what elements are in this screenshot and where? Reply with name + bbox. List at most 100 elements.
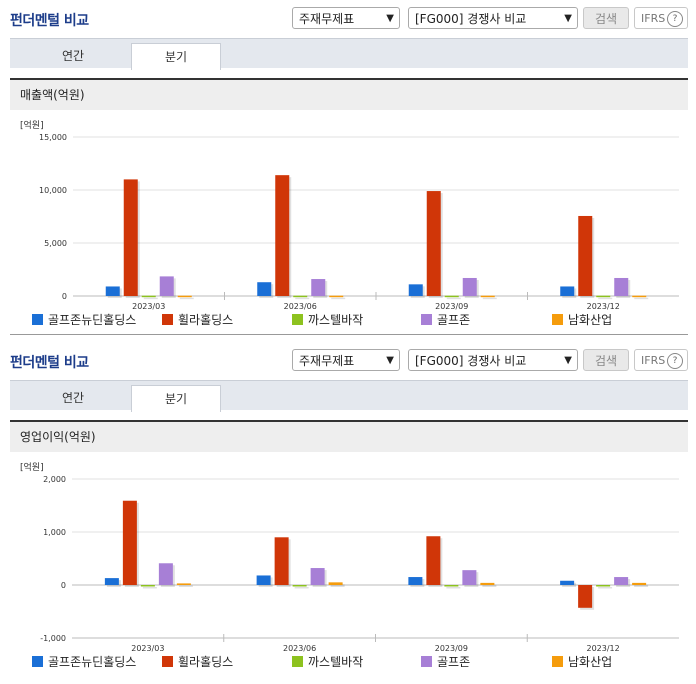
legend-label: 골프존뉴딘홀딩스 [48, 655, 137, 669]
legend-swatch [421, 656, 432, 667]
bar [293, 295, 308, 298]
x-tick-label: 2023/12 [587, 644, 620, 653]
search-button[interactable]: 검색 [583, 7, 629, 29]
chart-unit-label: [억원] [20, 463, 44, 473]
period-tabs: 연간 분기 [10, 380, 688, 412]
bar [444, 295, 459, 298]
ifrs-label: IFRS [641, 354, 666, 367]
compare-select[interactable]: [FG000] 경쟁사 비교 ▼ [408, 349, 578, 371]
bar [596, 585, 611, 587]
chart-section-title: 영업이익(억원) [10, 420, 688, 452]
legend-item[interactable]: 휠라홀딩스 [162, 311, 233, 329]
bar-shadow [142, 587, 157, 589]
legend-item[interactable]: 골프존 [421, 653, 470, 671]
legend-swatch [292, 314, 303, 325]
chart-section-title: 매출액(억원) [10, 78, 688, 110]
bar-shadow [634, 584, 649, 587]
legend-swatch [421, 314, 432, 325]
legend-label: 휠라홀딩스 [178, 655, 234, 669]
bar [158, 563, 173, 585]
y-tick-label: 0 [62, 292, 67, 301]
bar [257, 282, 272, 296]
bar-shadow [598, 297, 613, 300]
bar [105, 286, 120, 296]
legend-item[interactable]: 골프존뉴딘홀딩스 [32, 653, 136, 671]
bar [140, 585, 155, 587]
compare-select-value: [FG000] 경쟁사 비교 [415, 354, 527, 368]
y-tick-label: 1,000 [43, 528, 66, 537]
legend-item[interactable]: 남화산업 [552, 653, 612, 671]
bar-shadow [482, 297, 497, 300]
legend-item[interactable]: 골프존 [421, 311, 470, 329]
y-tick-label: 15,000 [39, 133, 67, 142]
tab-annual[interactable]: 연간 [61, 391, 85, 405]
legend-swatch [162, 314, 173, 325]
legend-item[interactable]: 까스텔바작 [292, 311, 363, 329]
bar-shadow [331, 297, 346, 300]
legend-label: 남화산업 [568, 313, 613, 327]
chevron-down-icon: ▼ [386, 355, 394, 366]
bar [292, 585, 307, 587]
bar [462, 570, 477, 585]
tab-quarterly[interactable]: 분기 [131, 43, 221, 70]
ifrs-label: IFRS [641, 12, 666, 25]
legend-item[interactable]: 휠라홀딩스 [162, 653, 233, 671]
bar [328, 582, 343, 585]
statement-select[interactable]: 주재무제표 ▼ [292, 349, 400, 371]
legend-label: 골프존 [437, 655, 471, 669]
bar-shadow [295, 297, 310, 300]
fundamental-section-1: 펀더멘털 비교 주재무제표 ▼ [FG000] 경쟁사 비교 ▼ 검색 IFRS… [0, 0, 696, 340]
bar [311, 279, 326, 296]
x-tick-label: 2023/12 [587, 302, 620, 311]
statement-select-value: 주재무제표 [299, 354, 355, 368]
compare-select[interactable]: [FG000] 경쟁사 비교 ▼ [408, 7, 578, 29]
bar [632, 582, 647, 585]
bar [408, 284, 423, 296]
bar-shadow [634, 297, 649, 300]
bar [480, 582, 495, 585]
bar [275, 175, 290, 296]
bar [614, 577, 629, 585]
legend-label: 골프존뉴딘홀딩스 [48, 313, 137, 327]
y-tick-label: 2,000 [43, 475, 66, 484]
x-tick-label: 2023/09 [435, 302, 468, 311]
bar [614, 277, 629, 296]
chevron-down-icon: ▼ [564, 355, 572, 366]
bar-shadow [446, 587, 461, 589]
period-tabs: 연간 분기 [10, 38, 688, 70]
bar [480, 295, 495, 298]
legend-item[interactable]: 까스텔바작 [292, 653, 363, 671]
y-tick-label: 0 [61, 581, 66, 590]
bar [560, 286, 575, 296]
revenue-chart: 0 5,000 10,000 15,000 2023/03 2023/06 2023/09 2… [39, 133, 679, 311]
bar [177, 295, 192, 298]
chart-legend: 골프존뉴딘홀딩스 휠라홀딩스 까스텔바작 골프존 남화산업 [0, 653, 696, 671]
legend-swatch [162, 656, 173, 667]
operating-profit-chart: -1,000 0 1,000 2,000 2023/03 2023/06 2023/09 20… [40, 475, 679, 653]
x-tick-label: 2023/03 [131, 644, 164, 653]
bar [444, 585, 459, 587]
bar [462, 277, 477, 296]
legend-label: 남화산업 [568, 655, 613, 669]
bar-shadow [178, 585, 193, 587]
compare-select-value: [FG000] 경쟁사 비교 [415, 12, 527, 26]
divider [10, 334, 688, 335]
bar [310, 568, 325, 585]
legend-item[interactable]: 남화산업 [552, 311, 612, 329]
tab-quarterly[interactable]: 분기 [131, 385, 221, 412]
bar [560, 580, 575, 585]
legend-label: 골프존 [437, 313, 471, 327]
legend-item[interactable]: 골프존뉴딘홀딩스 [32, 311, 136, 329]
bar [256, 575, 271, 585]
ifrs-button[interactable]: IFRS ? [634, 7, 688, 29]
bar-shadow [330, 584, 345, 587]
statement-select[interactable]: 주재무제표 ▼ [292, 7, 400, 29]
y-tick-label: 10,000 [39, 186, 67, 195]
search-button[interactable]: 검색 [583, 349, 629, 371]
bar-shadow [446, 297, 461, 300]
bar-shadow [179, 297, 194, 300]
ifrs-button[interactable]: IFRS ? [634, 349, 688, 371]
bar [176, 583, 191, 585]
x-tick-label: 2023/09 [435, 644, 468, 653]
tab-annual[interactable]: 연간 [61, 49, 85, 63]
